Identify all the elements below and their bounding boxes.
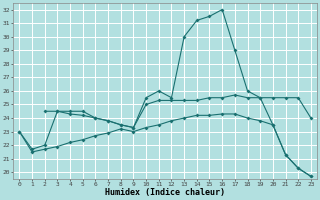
X-axis label: Humidex (Indice chaleur): Humidex (Indice chaleur) [105, 188, 225, 197]
